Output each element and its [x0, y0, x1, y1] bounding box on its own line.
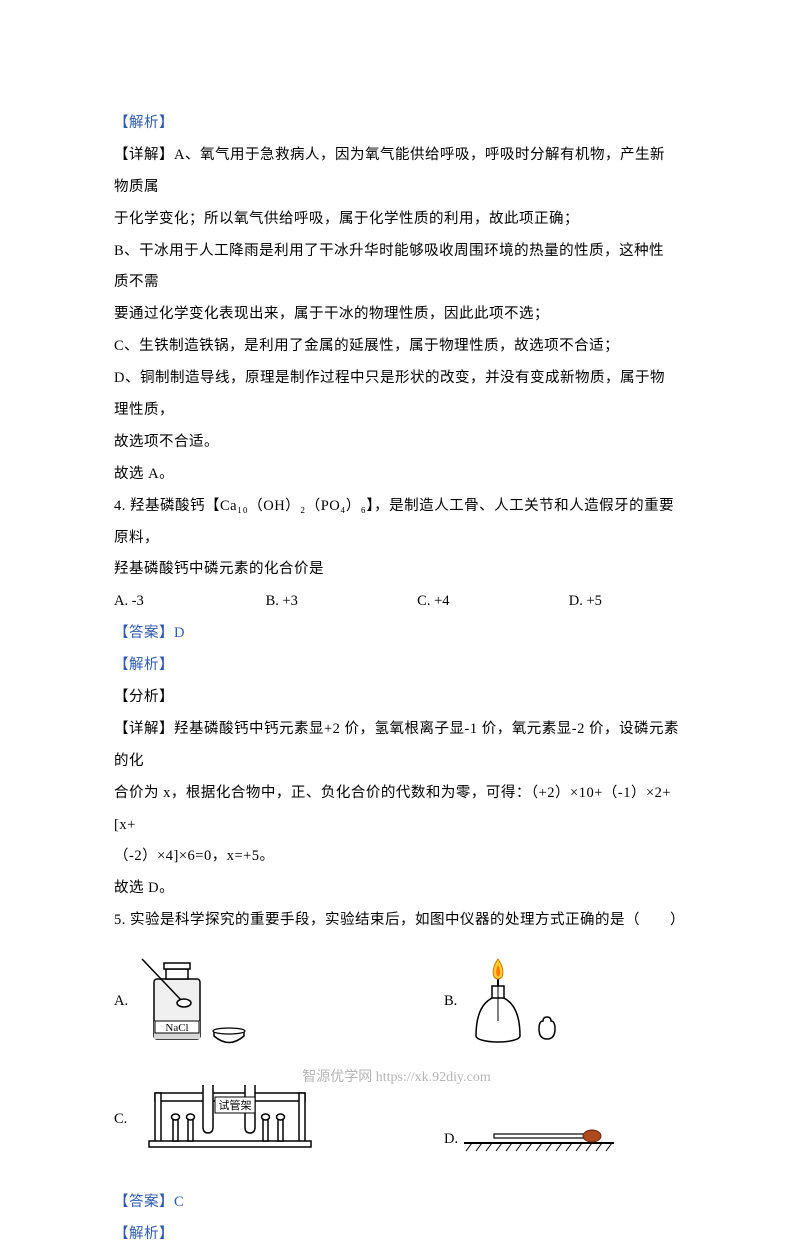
q5-pair-d: D.	[444, 1119, 624, 1159]
q4-stem-1: 4. 羟基磷酸钙【Ca₁₀（OH）₂（PO₄）₆】，是制造人工骨、人工关节和人造…	[114, 491, 679, 555]
q5-figures: A. NaCl B.	[114, 951, 679, 1159]
q4-jiexi: 【解析】	[114, 650, 679, 682]
q4-explain-1: 【详解】羟基磷酸钙中钙元素显+2 价，氢氧根离子显-1 价，氧元素显-2 价，设…	[114, 714, 679, 778]
q4-explain-2: 合价为 x，根据化合物中，正、负化合价的代数和为零，可得：（+2）×10+（-1…	[114, 778, 679, 842]
q4-explain-3: （-2）×4]×6=0，x=+5。	[114, 841, 679, 873]
prev-explain-3: B、干冰用于人工降雨是利用了干冰升华时能够吸收周围环境的热量的性质，这种性质不需	[114, 236, 679, 300]
analysis-label: 【解析】	[114, 108, 679, 140]
footer-watermark: 智源优学网 https://xk.92diy.com	[0, 1066, 793, 1086]
q4-opt-b: B. +3	[266, 586, 418, 618]
q5-figure-d	[464, 1119, 624, 1159]
q4-answer-value: D	[174, 625, 185, 641]
q4-explain-4: 故选 D。	[114, 873, 679, 905]
q5-pair-b: B.	[444, 951, 593, 1051]
q5-label-d: D.	[444, 1131, 458, 1148]
nacl-label: NaCl	[165, 1022, 188, 1034]
answer-label: 【答案】	[114, 625, 174, 641]
q5-row-1: A. NaCl B.	[114, 951, 679, 1051]
q5-figure-a: NaCl	[134, 951, 264, 1051]
q5-label-c: C.	[114, 1111, 127, 1128]
q5-pair-a: A. NaCl	[114, 951, 444, 1051]
q4-fenxi: 【分析】	[114, 682, 679, 714]
q4-opt-c: C. +4	[417, 586, 569, 618]
q4-opt-d: D. +5	[569, 586, 679, 618]
q5-row-2: C.	[114, 1079, 679, 1159]
q5-label-a: A.	[114, 993, 128, 1010]
q5-figure-c: 试管架	[133, 1079, 323, 1159]
q4-opt-a: A. -3	[114, 586, 266, 618]
q5-jiexi: 【解析】	[114, 1219, 679, 1251]
q5-stem: 5. 实验是科学探究的重要手段，实验结束后，如图中仪器的处理方式正确的是（ ）	[114, 905, 679, 937]
q5-pair-c: C.	[114, 1079, 444, 1159]
rack-label: 试管架	[219, 1098, 252, 1112]
q4-answer: 【答案】D	[114, 618, 679, 650]
prev-explain-7: 故选项不合适。	[114, 427, 679, 459]
q5-answer: 【答案】C	[114, 1187, 679, 1219]
q5-label-b: B.	[444, 993, 457, 1010]
prev-explain-2: 于化学变化；所以氧气供给呼吸，属于化学性质的利用，故此项正确；	[114, 204, 679, 236]
prev-explain-4: 要通过化学变化表现出来，属于干冰的物理性质，因此此项不选；	[114, 299, 679, 331]
prev-explain-1: 【详解】A、氧气用于急救病人，因为氧气能供给呼吸，呼吸时分解有机物，产生新物质属	[114, 140, 679, 204]
q5-answer-value: C	[174, 1194, 184, 1210]
q5-figure-b	[463, 951, 593, 1051]
q4-options: A. -3 B. +3 C. +4 D. +5	[114, 586, 679, 618]
answer-label-2: 【答案】	[114, 1194, 174, 1210]
q4-stem-2: 羟基磷酸钙中磷元素的化合价是	[114, 554, 679, 586]
prev-explain-6: D、铜制制造导线，原理是制作过程中只是形状的改变，并没有变成新物质，属于物理性质…	[114, 363, 679, 427]
prev-explain-5: C、生铁制造铁锅，是利用了金属的延展性，属于物理性质，故选项不合适；	[114, 331, 679, 363]
prev-explain-8: 故选 A。	[114, 459, 679, 491]
